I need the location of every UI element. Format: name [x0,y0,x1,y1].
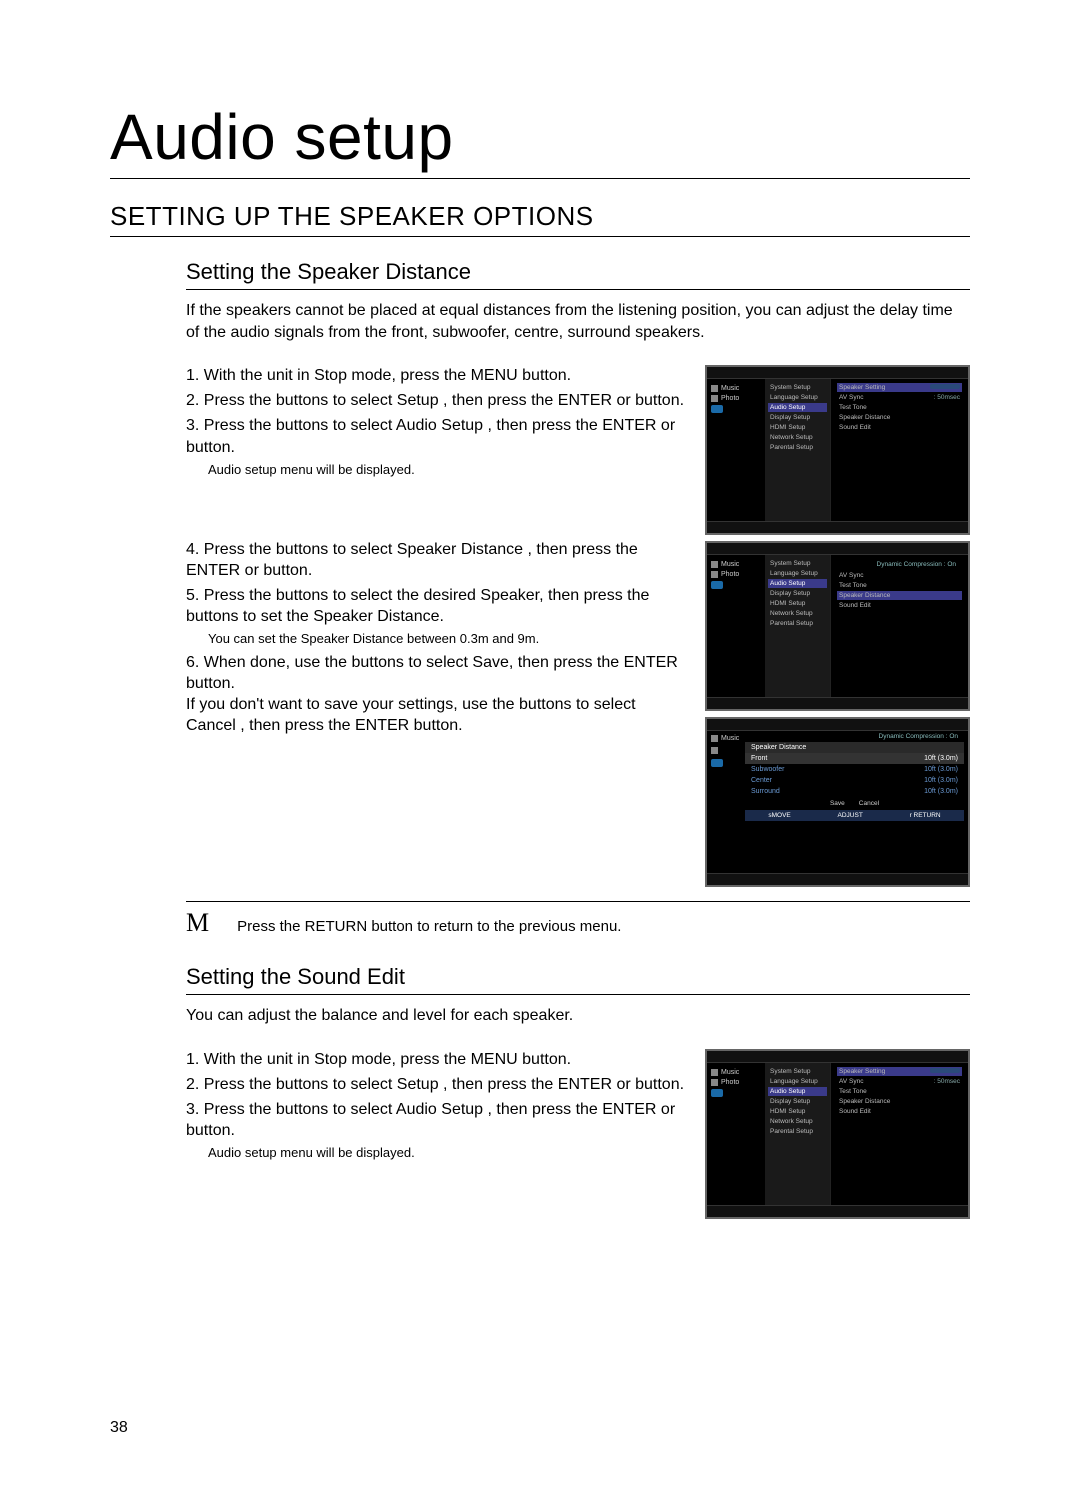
menu-item: Network Setup [768,433,827,442]
screenshot-audio-setup-menu: Music Photo System Setup Language Setup … [705,365,970,535]
subsection-sound-edit: Setting the Sound Edit [186,964,970,995]
menu-item: System Setup [768,383,827,392]
menu-category-photo: Photo [711,395,761,402]
menu-category-music: Music [711,1069,761,1076]
audio-option: Speaker Setting [837,383,962,392]
menu-item: Network Setup [768,609,827,618]
dynamic-compression-label: Dynamic Compression : On [745,731,964,742]
speaker-distance-steps: 1. With the unit in Stop mode, press the… [186,365,687,887]
cancel-label: Cancel [859,800,879,807]
step-note: Audio setup menu will be displayed. [208,462,687,479]
instruction-step: 5. Press the buttons to select the desir… [186,585,687,627]
return-note: Press the RETURN button to return to the… [237,912,621,935]
menu-item: Parental Setup [768,443,827,452]
audio-option-selected: Speaker Distance [837,591,962,600]
menu-item: System Setup [768,559,827,568]
menu-item: Network Setup [768,1117,827,1126]
note-icon: M [186,910,209,936]
menu-item: Language Setup [768,393,827,402]
instruction-step: 2. Press the buttons to select Setup , t… [186,390,687,411]
menu-item: HDMI Setup [768,599,827,608]
audio-option: Speaker Distance [837,413,962,422]
menu-item-selected: Audio Setup [768,579,827,588]
menu-category-setup [711,759,741,767]
section-heading: SETTING UP THE SPEAKER OPTIONS [110,201,970,237]
menu-category-setup [711,405,761,413]
screenshot-speaker-distance-highlight: Music Photo System Setup Language Setup … [705,541,970,711]
menu-item: HDMI Setup [768,1107,827,1116]
panel-title: Speaker Distance [745,742,964,753]
menu-category-setup [711,1089,761,1097]
menu-category-photo: Photo [711,1079,761,1086]
footer-hint: sMOVE [768,812,790,819]
distance-row: Front10ft (3.0m) [745,753,964,764]
step-note: You can set the Speaker Distance between… [208,631,687,648]
speaker-distance-screenshots: Music Photo System Setup Language Setup … [705,365,970,887]
save-label: Save [830,800,845,807]
menu-category-music: Music [711,561,761,568]
menu-item-selected: Audio Setup [768,1087,827,1096]
menu-item: HDMI Setup [768,423,827,432]
menu-item: Language Setup [768,569,827,578]
audio-option: Test Tone [837,581,962,590]
menu-item: Display Setup [768,413,827,422]
dynamic-compression-label: Dynamic Compression : On [837,559,962,570]
menu-item: System Setup [768,1067,827,1076]
audio-option: Sound Edit [837,1107,962,1116]
instruction-step: 6. When done, use the buttons to select … [186,652,687,736]
audio-option: Test Tone [837,1087,962,1096]
audio-option: Test Tone [837,403,962,412]
menu-item: Display Setup [768,1097,827,1106]
distance-row: Surround10ft (3.0m) [745,786,964,797]
sound-edit-screenshots: Music Photo System Setup Language Setup … [705,1049,970,1219]
page-title: Audio setup [110,100,970,179]
instruction-step: 1. With the unit in Stop mode, press the… [186,365,687,386]
audio-option: Sound Edit [837,423,962,432]
speaker-distance-intro: If the speakers cannot be placed at equa… [186,300,970,343]
sound-edit-intro: You can adjust the balance and level for… [186,1005,970,1027]
page-number: 38 [110,1419,128,1437]
menu-item: Parental Setup [768,619,827,628]
audio-option: AV Sync: 50msec [837,1077,962,1086]
menu-category-music: Music [711,735,741,742]
menu-item-selected: Audio Setup [768,403,827,412]
sound-edit-steps: 1. With the unit in Stop mode, press the… [186,1049,687,1219]
menu-category-setup [711,581,761,589]
footer-hint: ADJUST [838,812,863,819]
audio-option: Speaker Distance [837,1097,962,1106]
instruction-step: 1. With the unit in Stop mode, press the… [186,1049,687,1070]
instruction-step: 2. Press the buttons to select Setup , t… [186,1074,687,1095]
instruction-step: 3. Press the buttons to select Audio Set… [186,1099,687,1141]
audio-option: Sound Edit [837,601,962,610]
menu-item: Language Setup [768,1077,827,1086]
audio-option: AV Sync [837,571,962,580]
subsection-speaker-distance: Setting the Speaker Distance [186,259,970,290]
menu-category-photo [711,747,741,754]
distance-row: Center10ft (3.0m) [745,775,964,786]
menu-category-music: Music [711,385,761,392]
menu-category-photo: Photo [711,571,761,578]
audio-option: AV Sync: 50msec [837,393,962,402]
instruction-step: 4. Press the buttons to select Speaker D… [186,539,687,581]
menu-item: Parental Setup [768,1127,827,1136]
screenshot-audio-setup-menu: Music Photo System Setup Language Setup … [705,1049,970,1219]
step-note: Audio setup menu will be displayed. [208,1145,687,1162]
distance-row: Subwoofer10ft (3.0m) [745,764,964,775]
instruction-step: 3. Press the buttons to select Audio Set… [186,415,687,457]
divider [186,901,970,902]
menu-item: Display Setup [768,589,827,598]
footer-hint: r RETURN [910,812,941,819]
screenshot-speaker-distance-list: Music Dynamic Compression : On Speaker D… [705,717,970,887]
audio-option: Speaker Setting [837,1067,962,1076]
